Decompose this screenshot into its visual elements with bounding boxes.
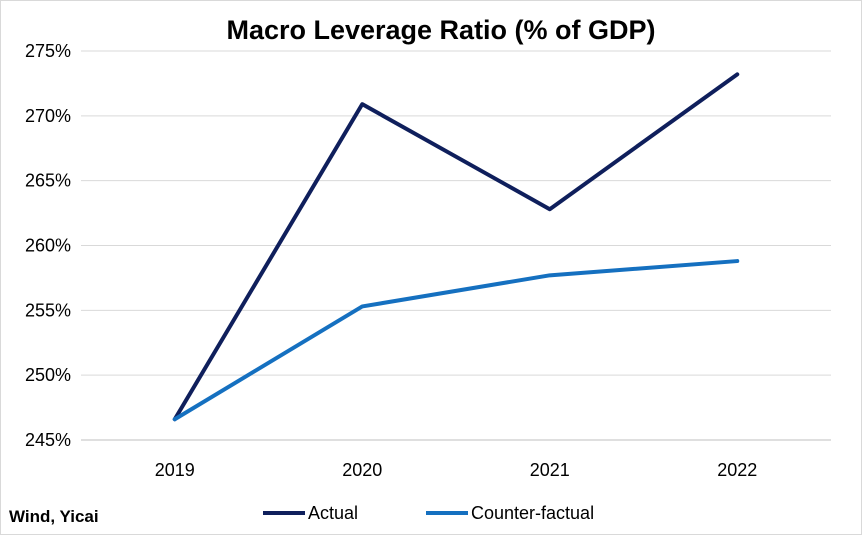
y-tick-label: 255% (25, 300, 71, 320)
chart-title: Macro Leverage Ratio (% of GDP) (226, 15, 655, 45)
series-lines (172, 72, 740, 422)
source-note: Wind, Yicai (9, 507, 99, 526)
y-tick-label: 260% (25, 236, 71, 256)
gridlines (81, 50, 831, 441)
x-tick-label: 2022 (717, 460, 757, 480)
x-axis-tick-labels: 2019 2020 2021 2022 (155, 460, 758, 480)
legend: Actual Counter-factual (263, 503, 594, 523)
y-tick-label: 265% (25, 171, 71, 191)
series-line (172, 259, 740, 422)
series-line (172, 72, 740, 422)
y-tick-label: 250% (25, 365, 71, 385)
x-tick-label: 2021 (530, 460, 570, 480)
legend-label: Counter-factual (471, 503, 594, 523)
y-tick-label: 275% (25, 41, 71, 61)
x-tick-label: 2019 (155, 460, 195, 480)
legend-label: Actual (308, 503, 358, 523)
y-axis-tick-labels: 245% 250% 255% 260% 265% 270% 275% (25, 41, 71, 450)
x-tick-label: 2020 (342, 460, 382, 480)
y-tick-label: 245% (25, 430, 71, 450)
y-tick-label: 270% (25, 106, 71, 126)
